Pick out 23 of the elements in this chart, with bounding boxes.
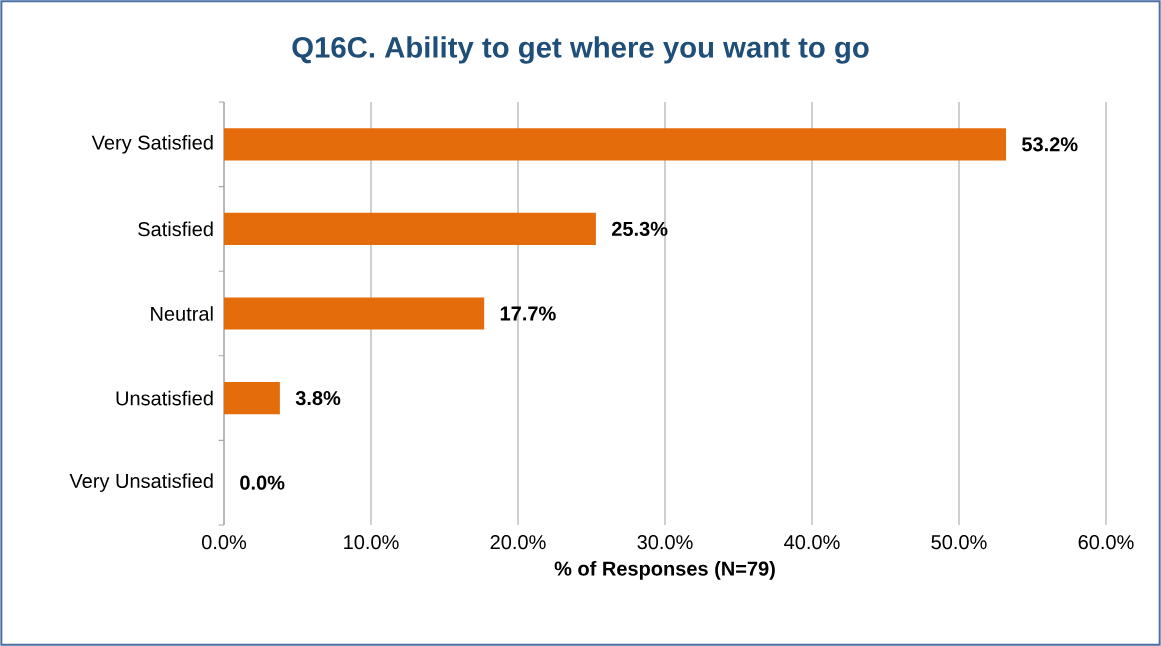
y-tick-label: Neutral	[151, 306, 213, 321]
bar	[224, 212, 596, 245]
data-label: 53.2%	[1022, 137, 1078, 152]
bar	[224, 297, 485, 330]
data-label: 3.8%	[295, 391, 341, 406]
x-axis-title: % of Responses (N=79)	[554, 561, 775, 580]
bar	[224, 128, 1007, 161]
x-tick-label: 20.0%	[490, 535, 546, 550]
y-tick-label: Very Satisfied	[91, 134, 213, 154]
x-tick-label: 50.0%	[931, 535, 987, 550]
data-label: 0.0%	[240, 475, 285, 490]
x-tick-label: 60.0%	[1078, 535, 1134, 550]
y-tick-label: Unsatisfied	[116, 390, 213, 406]
x-tick-label: 40.0%	[784, 535, 840, 550]
data-label: 25.3%	[611, 221, 668, 236]
x-tick-label: 0.0%	[201, 535, 247, 550]
x-tick-label: 30.0%	[637, 535, 693, 550]
data-label: 17.7%	[500, 306, 556, 321]
bar	[224, 382, 280, 415]
y-tick-label: Satisfied	[138, 221, 213, 237]
chart-title: Q16C. Ability to get where you want to go	[292, 36, 869, 64]
x-tick-label: 10.0%	[344, 535, 399, 550]
y-tick-label: Very Unsatisfied	[69, 473, 213, 492]
